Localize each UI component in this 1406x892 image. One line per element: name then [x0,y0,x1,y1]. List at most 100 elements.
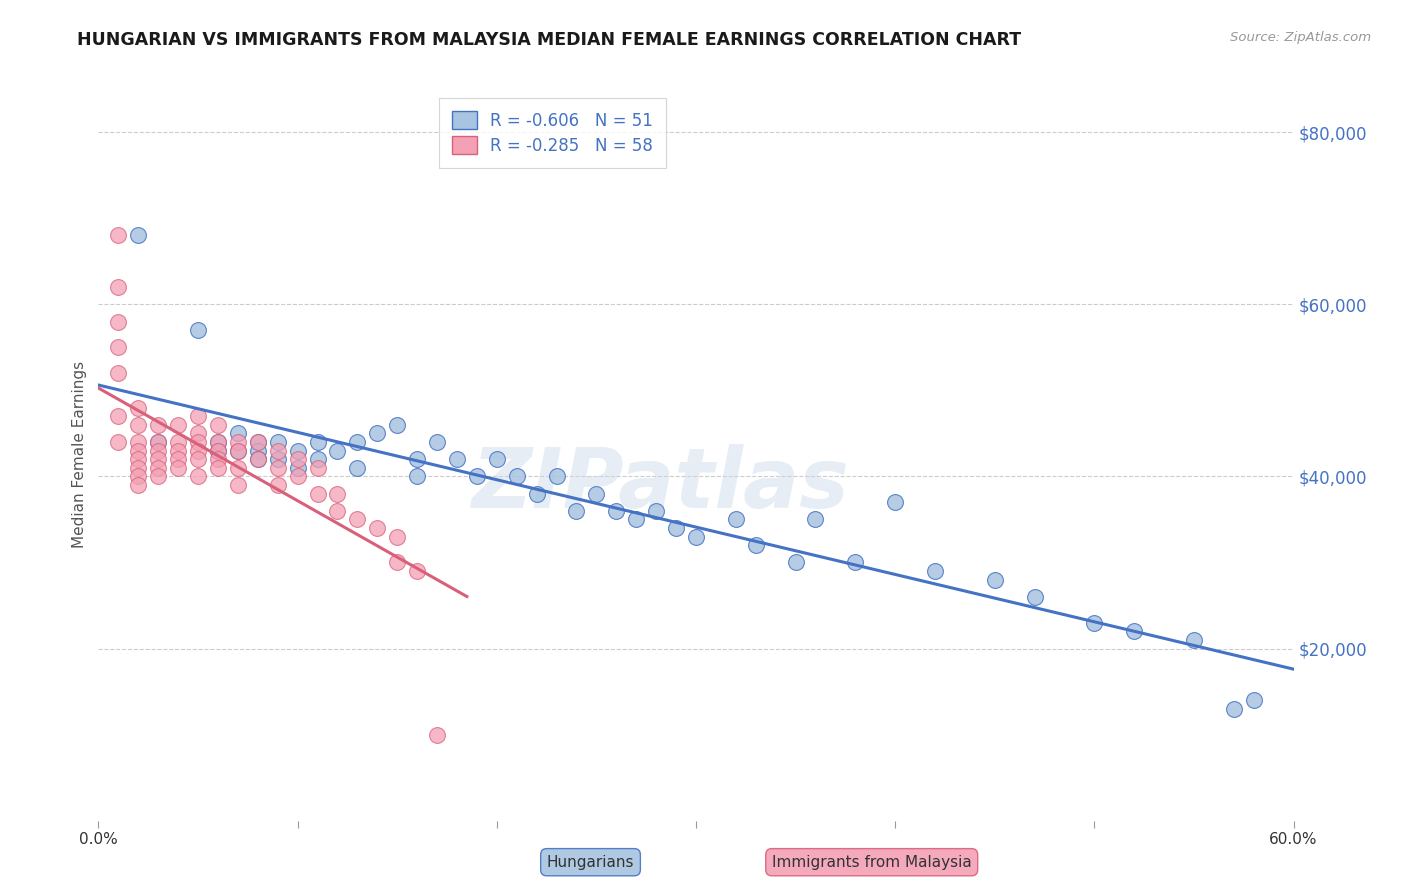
Point [366,426,388,441]
Point [724,512,747,526]
Point [1123,624,1146,639]
Point [226,435,249,450]
Point [226,443,249,458]
Point [385,530,409,544]
Point [127,469,149,483]
Point [207,435,229,450]
Point [485,452,508,467]
Point [546,469,568,483]
Point [585,486,607,500]
Point [127,417,149,432]
Point [267,460,290,475]
Point [665,521,688,535]
Point [605,504,627,518]
Point [804,512,827,526]
Point [187,435,209,450]
Point [406,452,429,467]
Point [287,452,309,467]
Y-axis label: Median Female Earnings: Median Female Earnings [72,361,87,549]
Point [167,443,190,458]
Point [148,443,170,458]
Text: Immigrants from Malaysia: Immigrants from Malaysia [772,855,972,870]
Point [1243,693,1265,707]
Point [884,495,907,509]
Point [187,426,209,441]
Point [167,417,190,432]
Point [924,564,946,578]
Point [246,452,269,467]
Point [307,460,329,475]
Point [107,435,129,450]
Point [1182,632,1205,647]
Point [307,452,329,467]
Point [167,452,190,467]
Point [785,556,807,570]
Point [226,460,249,475]
Point [207,435,229,450]
Point [107,280,129,294]
Point [565,504,588,518]
Point [226,478,249,492]
Point [326,504,349,518]
Point [127,401,149,415]
Point [246,435,269,450]
Point [406,564,429,578]
Point [207,460,229,475]
Point [287,443,309,458]
Point [127,228,149,243]
Text: Hungarians: Hungarians [547,855,634,870]
Point [326,486,349,500]
Point [287,469,309,483]
Point [187,469,209,483]
Point [267,435,290,450]
Point [107,366,129,380]
Point [385,556,409,570]
Point [366,521,388,535]
Point [1223,702,1246,716]
Point [127,478,149,492]
Point [167,460,190,475]
Text: HUNGARIAN VS IMMIGRANTS FROM MALAYSIA MEDIAN FEMALE EARNINGS CORRELATION CHART: HUNGARIAN VS IMMIGRANTS FROM MALAYSIA ME… [77,31,1021,49]
Point [326,443,349,458]
Point [226,443,249,458]
Point [148,452,170,467]
Point [187,452,209,467]
Point [226,426,249,441]
Point [1024,590,1046,604]
Point [148,469,170,483]
Point [506,469,529,483]
Point [127,435,149,450]
Point [1083,615,1105,630]
Point [346,460,368,475]
Point [207,443,229,458]
Point [385,417,409,432]
Point [844,556,866,570]
Point [207,417,229,432]
Point [207,443,229,458]
Point [626,512,648,526]
Point [685,530,707,544]
Text: Source: ZipAtlas.com: Source: ZipAtlas.com [1230,31,1371,45]
Point [984,573,1007,587]
Legend: R = -0.606   N = 51, R = -0.285   N = 58: R = -0.606 N = 51, R = -0.285 N = 58 [439,97,666,169]
Point [107,409,129,424]
Point [446,452,468,467]
Point [127,443,149,458]
Point [526,486,548,500]
Point [745,538,768,552]
Point [148,435,170,450]
Point [187,323,209,337]
Point [107,314,129,328]
Point [148,417,170,432]
Point [148,460,170,475]
Point [406,469,429,483]
Point [187,443,209,458]
Point [148,435,170,450]
Point [267,452,290,467]
Point [246,435,269,450]
Point [267,443,290,458]
Point [246,452,269,467]
Point [187,409,209,424]
Point [107,228,129,243]
Point [287,460,309,475]
